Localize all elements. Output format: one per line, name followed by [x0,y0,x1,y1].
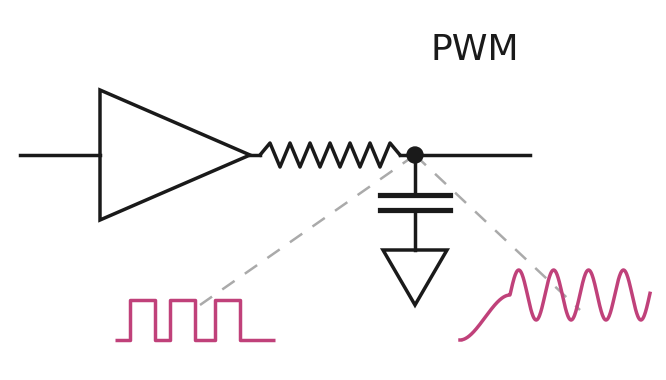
Text: PWM: PWM [430,33,519,67]
Circle shape [407,147,423,163]
